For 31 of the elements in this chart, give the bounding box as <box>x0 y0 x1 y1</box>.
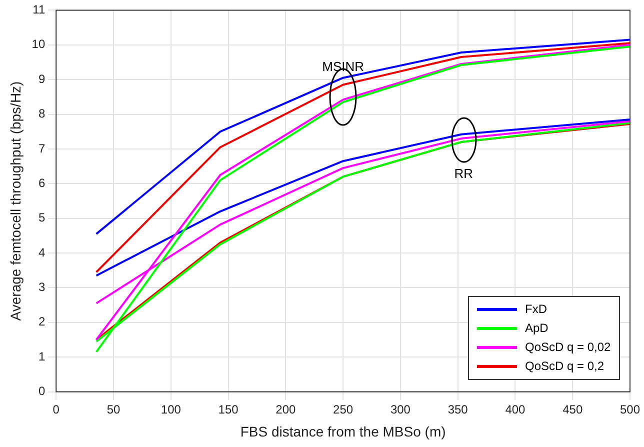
y-tick-label: 1 <box>38 349 46 364</box>
annotation: RR <box>454 166 473 181</box>
x-tick-label: 450 <box>562 402 583 416</box>
x-axis-title: FBS distance from the MBSo (m) <box>240 423 446 440</box>
y-tick-label: 8 <box>38 106 46 121</box>
x-tick-label: 100 <box>160 402 182 416</box>
x-tick-label: 350 <box>448 402 468 416</box>
y-tick-label: 0 <box>38 384 46 398</box>
x-tick-label: 150 <box>218 402 239 416</box>
y-tick-label: 5 <box>38 210 46 225</box>
x-tick-label: 250 <box>333 402 354 416</box>
y-tick-label: 11 <box>32 2 46 17</box>
y-tick-label: 10 <box>32 37 46 52</box>
x-tick-label: 50 <box>106 402 121 416</box>
legend-label: FxD <box>525 302 547 316</box>
x-tick-label: 0 <box>52 402 60 416</box>
y-tick-label: 3 <box>38 280 46 294</box>
legend-label: QoScD q = 0,2 <box>525 359 604 374</box>
legend-label: QoScD q = 0,02 <box>525 340 611 354</box>
y-tick-label: 4 <box>38 245 46 260</box>
y-tick-label: 7 <box>38 141 46 156</box>
x-tick-label: 400 <box>505 402 526 416</box>
legend-label: ApD <box>525 321 548 336</box>
y-axis-title: Average femtocell throughput (bps/Hz) <box>7 81 24 321</box>
y-tick-label: 6 <box>38 176 46 190</box>
x-tick-label: 500 <box>620 402 640 416</box>
x-tick-label: 300 <box>390 402 411 416</box>
x-tick-label: 200 <box>276 402 296 416</box>
annotation: MSINR <box>322 59 364 74</box>
y-tick-label: 2 <box>38 314 46 329</box>
y-tick-label: 9 <box>38 72 46 86</box>
